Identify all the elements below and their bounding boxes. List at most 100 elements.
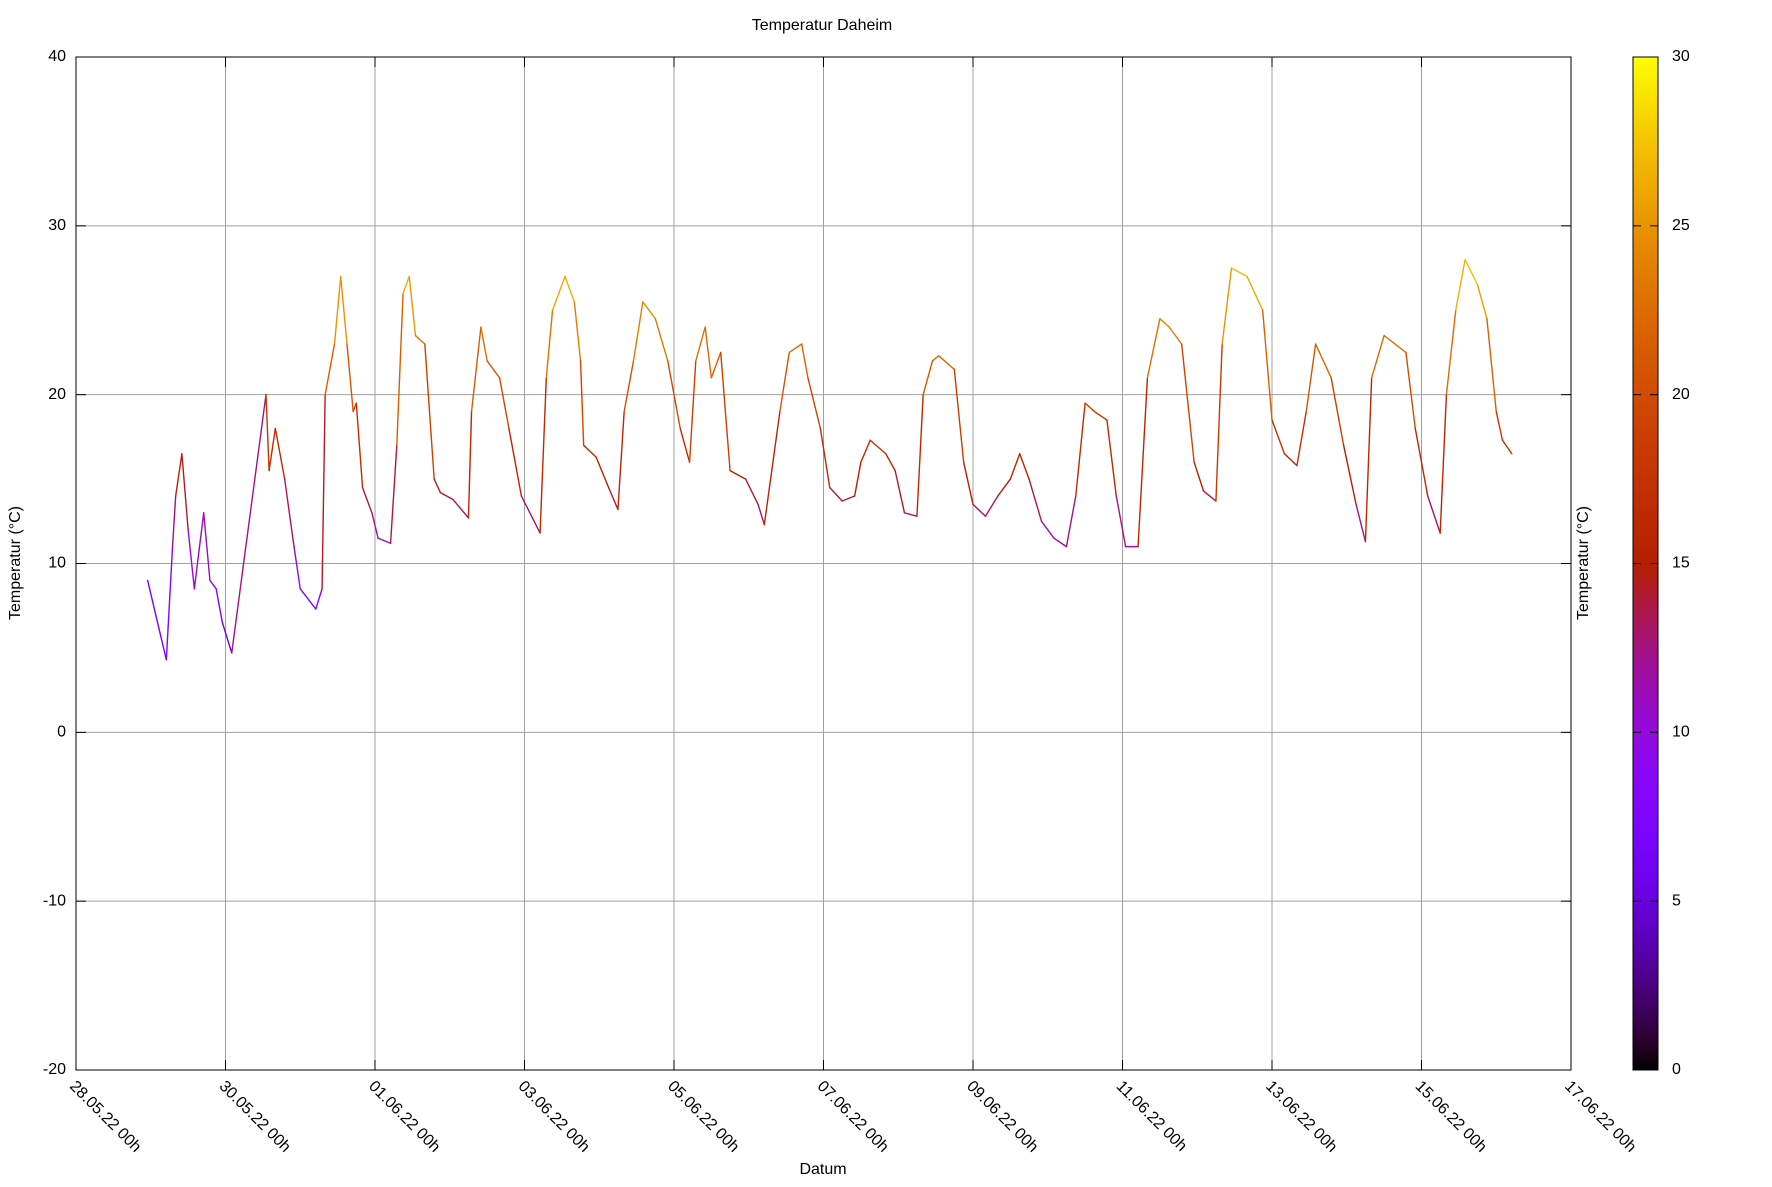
y-tick-label: -10 [43, 892, 66, 909]
line-segment [545, 309, 554, 379]
line-segment [1230, 267, 1248, 278]
line-segment [171, 495, 177, 548]
line-segment [1168, 326, 1183, 345]
line-segment [595, 456, 610, 489]
line-segment [268, 427, 277, 472]
line-segment [146, 579, 168, 661]
y-tick-label: 30 [48, 217, 66, 234]
line-segment [623, 360, 635, 413]
colorbar-tick-label: 30 [1672, 48, 1690, 65]
line-segment [1439, 393, 1448, 534]
line-segment [1486, 317, 1497, 413]
line-segment [174, 453, 183, 497]
line-segment [763, 410, 781, 526]
colorbar-label: Temperatur (°C) [1575, 506, 1592, 620]
line-segment [1342, 444, 1357, 506]
line-segment [860, 439, 871, 463]
line-segment [1159, 317, 1170, 328]
line-segment [903, 512, 918, 517]
plot-frame [75, 56, 1572, 1071]
line-segment [931, 355, 940, 362]
line-segment [997, 478, 1012, 497]
line-segment [165, 545, 174, 661]
line-segment [1202, 490, 1217, 502]
colorbar-tick-label: 25 [1672, 217, 1690, 234]
line-segment [853, 461, 862, 497]
line-segment [1137, 377, 1149, 548]
line-segment [841, 495, 856, 502]
line-segment [710, 351, 722, 379]
line-segment [209, 579, 217, 590]
line-segment [1019, 453, 1030, 480]
line-segment [361, 486, 373, 514]
line-segment [885, 453, 896, 472]
line-segment [720, 351, 731, 472]
line-segment [1065, 495, 1077, 548]
line-segment [346, 343, 354, 413]
line-segment [508, 427, 523, 497]
line-segment [962, 461, 974, 506]
y-tick-label: 0 [57, 724, 66, 741]
line-segment [869, 439, 887, 455]
line-segment [894, 469, 906, 514]
line-segment [480, 326, 488, 362]
line-segment [1370, 334, 1385, 379]
line-segment [922, 360, 934, 396]
line-segment [1215, 343, 1223, 502]
line-segment [573, 301, 582, 362]
colorbar-tick-label: 5 [1672, 892, 1681, 909]
line-segment [779, 351, 790, 413]
line-segment [1355, 503, 1367, 543]
line-segment [355, 402, 364, 489]
line-segment [916, 393, 924, 517]
line-segment [187, 529, 196, 590]
line-segment [788, 343, 803, 354]
line-segment [293, 545, 301, 590]
line-segment [181, 453, 189, 531]
line-segment [439, 491, 454, 501]
line-segment [1084, 402, 1096, 413]
line-segment [1330, 377, 1345, 447]
line-segment [283, 478, 295, 548]
line-segment [1146, 317, 1161, 379]
line-segment [1383, 334, 1407, 354]
line-segment [202, 512, 211, 582]
line-segment [1476, 284, 1488, 320]
colorbar-tick-label: 0 [1672, 1061, 1681, 1078]
line-segment [617, 410, 625, 511]
colorbar-tick-label: 20 [1672, 386, 1690, 403]
line-segment [221, 621, 233, 654]
y-tick-label: 40 [48, 48, 66, 65]
line-segment [324, 343, 336, 396]
line-segment [377, 537, 392, 544]
line-segment [371, 512, 379, 539]
line-segment [486, 360, 501, 379]
line-segment [1040, 520, 1055, 539]
line-segment [1075, 402, 1086, 497]
line-segment [757, 503, 766, 526]
line-segment [1106, 419, 1117, 497]
line-segment [1028, 478, 1043, 522]
line-segment [1246, 275, 1264, 311]
line-segment [1093, 410, 1108, 421]
x-axis-label: Datum [799, 1161, 846, 1178]
line-segment [265, 393, 270, 472]
line-segment [972, 503, 987, 517]
line-segment [984, 495, 999, 517]
line-segment [193, 512, 205, 590]
line-segment [579, 360, 585, 447]
colorbar-tick-label: 10 [1672, 724, 1690, 741]
line-segment [414, 334, 426, 345]
line-segment [1305, 343, 1317, 413]
line-segment [582, 444, 597, 458]
line-segment [433, 478, 442, 494]
line-segment [340, 275, 348, 345]
line-segment [607, 486, 619, 511]
line-segment [800, 343, 809, 379]
line-segment [1445, 309, 1457, 396]
line-segment [1501, 439, 1513, 455]
line-segment [632, 301, 644, 362]
y-tick-label: 20 [48, 386, 66, 403]
